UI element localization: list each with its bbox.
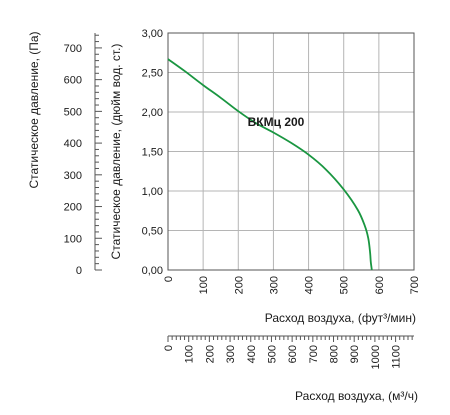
y-tick-label-4: 2,00	[142, 107, 163, 119]
x-tick-label-7: 700	[409, 276, 421, 294]
y-tick-label-6: 3,00	[142, 28, 163, 40]
x2-tick-label-7: 700	[308, 345, 320, 363]
x2-tick-label-10: 1000	[370, 345, 382, 369]
x2-tick-label-6: 600	[287, 345, 299, 363]
x2-tick-label-4: 400	[246, 345, 258, 363]
x-tick-label-0: 0	[163, 276, 175, 282]
x-tick-label-6: 600	[374, 276, 386, 294]
y2-tick-label-1: 100	[64, 233, 82, 245]
x2-tick-label-3: 300	[225, 345, 237, 363]
y-tick-label-2: 1,00	[142, 186, 163, 198]
x-tick-label-2: 200	[233, 276, 245, 294]
x-tick-label-4: 400	[304, 276, 316, 294]
x2-tick-label-5: 500	[266, 345, 278, 363]
y-tick-label-0: 0,00	[142, 265, 163, 277]
x2-tick-label-8: 800	[329, 345, 341, 363]
plot-grid	[167, 32, 415, 271]
x-axis-cfm-title: Расход воздуха, (фут³/мин)	[265, 311, 416, 325]
y2-tick-label-2: 200	[64, 202, 82, 214]
x-axis-m3h-title: Расход воздуха, (м³/ч)	[295, 389, 418, 403]
y2-tick-label-4: 400	[64, 138, 82, 150]
y-axis-inch-ticks: 0,00 0,50 1,00 1,50 2,00 2,50 3,00	[142, 28, 163, 277]
x2-tick-label-11: 1100	[391, 345, 403, 369]
x2-tick-label-2: 200	[204, 345, 216, 363]
y-axis-pa: 0 100 200 300 400 500 600 700	[64, 33, 102, 277]
x2-tick-label-0: 0	[163, 345, 175, 351]
y2-tick-label-5: 500	[64, 106, 82, 118]
x-axis-cfm-ticks: 0 100 200 300 400 500 600 700	[163, 276, 421, 294]
y-tick-label-1: 0,50	[142, 226, 163, 238]
x-axis-m3h: 0 100 200 300 400 500 600 700 800 900 1000 1100	[163, 335, 414, 369]
x-tick-label-5: 500	[339, 276, 351, 294]
y-axis-inch-title: Статическое давление, (дюйм вод. ст.)	[109, 44, 123, 260]
y-tick-label-3: 1,50	[142, 147, 163, 159]
y2-tick-label-7: 700	[64, 43, 82, 55]
series-label-vkmc-200: ВКМц 200	[248, 115, 305, 129]
y-tick-label-5: 2,50	[142, 68, 163, 80]
x2-tick-label-9: 900	[349, 345, 361, 363]
plot-area-frame	[167, 32, 415, 271]
y2-tick-label-6: 600	[64, 75, 82, 87]
y2-tick-label-3: 300	[64, 170, 82, 182]
x-tick-label-1: 100	[198, 276, 210, 294]
x-tick-label-3: 300	[268, 276, 280, 294]
y2-tick-label-0: 0	[76, 265, 82, 277]
y-axis-pa-title: Статическое давление, (Па)	[27, 31, 41, 188]
x2-tick-label-1: 100	[184, 345, 196, 363]
series-line-vkmc-200	[167, 58, 373, 271]
